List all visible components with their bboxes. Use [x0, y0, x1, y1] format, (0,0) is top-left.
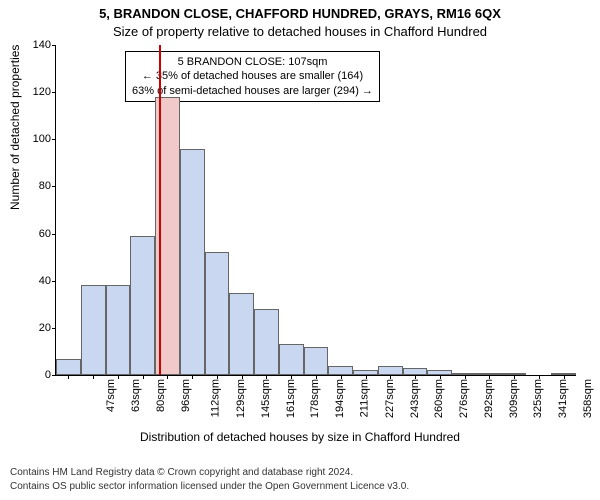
y-tick-label: 80 — [39, 180, 51, 192]
annotation-line-1: 5 BRANDON CLOSE: 107sqm — [132, 55, 373, 69]
chart-container: 5, BRANDON CLOSE, CHAFFORD HUNDRED, GRAY… — [0, 0, 600, 500]
x-tick-label: 129sqm — [235, 379, 247, 418]
annotation-box: 5 BRANDON CLOSE: 107sqm ← 35% of detache… — [125, 51, 380, 102]
x-tick-mark — [242, 375, 243, 379]
x-tick-label: 292sqm — [483, 379, 495, 418]
y-tick-mark — [52, 186, 56, 187]
x-tick-mark — [266, 375, 267, 379]
y-tick-mark — [52, 328, 56, 329]
x-axis-label: Distribution of detached houses by size … — [0, 430, 600, 444]
y-tick-mark — [52, 139, 56, 140]
x-tick-label: 145sqm — [260, 379, 272, 418]
histogram-bar — [229, 293, 254, 376]
x-tick-label: 178sqm — [310, 379, 322, 418]
x-tick-mark — [118, 375, 119, 379]
annotation-line-3: 63% of semi-detached houses are larger (… — [132, 84, 373, 98]
x-tick-mark — [217, 375, 218, 379]
x-tick-mark — [68, 375, 69, 379]
footnote-1: Contains HM Land Registry data © Crown c… — [10, 467, 353, 478]
x-tick-mark — [341, 375, 342, 379]
x-tick-mark — [192, 375, 193, 379]
x-tick-mark — [143, 375, 144, 379]
histogram-bar — [304, 347, 329, 375]
histogram-bar — [180, 149, 205, 375]
x-tick-label: 96sqm — [180, 379, 192, 412]
y-tick-mark — [52, 375, 56, 376]
y-tick-label: 20 — [39, 322, 51, 334]
y-tick-label: 40 — [39, 275, 51, 287]
y-tick-mark — [52, 92, 56, 93]
x-tick-label: 47sqm — [105, 379, 117, 412]
x-tick-mark — [440, 375, 441, 379]
x-tick-label: 309sqm — [508, 379, 520, 418]
x-tick-label: 211sqm — [358, 379, 370, 417]
x-tick-mark — [366, 375, 367, 379]
histogram-bar — [328, 366, 353, 375]
chart-title-sub: Size of property relative to detached ho… — [0, 24, 600, 39]
y-tick-label: 100 — [33, 133, 51, 145]
histogram-bar — [378, 366, 403, 375]
x-tick-mark — [415, 375, 416, 379]
property-marker-line — [159, 45, 161, 375]
x-tick-mark — [564, 375, 565, 379]
y-tick-mark — [52, 234, 56, 235]
histogram-bar — [254, 309, 279, 375]
y-tick-label: 60 — [39, 228, 51, 240]
x-tick-mark — [291, 375, 292, 379]
histogram-bar — [205, 252, 230, 375]
x-tick-mark — [539, 375, 540, 379]
y-tick-mark — [52, 45, 56, 46]
x-tick-label: 63sqm — [130, 379, 142, 412]
x-tick-label: 341sqm — [557, 379, 569, 418]
chart-title-main: 5, BRANDON CLOSE, CHAFFORD HUNDRED, GRAY… — [0, 6, 600, 21]
x-tick-label: 194sqm — [334, 379, 346, 418]
annotation-line-2: ← 35% of detached houses are smaller (16… — [132, 69, 373, 83]
histogram-bar — [106, 285, 131, 375]
y-axis-label: Number of detached properties — [8, 45, 22, 210]
y-tick-label: 120 — [33, 86, 51, 98]
x-tick-label: 161sqm — [285, 379, 297, 418]
x-tick-mark — [465, 375, 466, 379]
x-tick-mark — [167, 375, 168, 379]
x-tick-label: 227sqm — [384, 379, 396, 418]
x-tick-mark — [390, 375, 391, 379]
histogram-bar — [403, 368, 428, 375]
histogram-bar — [130, 236, 155, 375]
histogram-bar — [56, 359, 81, 376]
x-tick-label: 276sqm — [458, 379, 470, 418]
x-tick-label: 243sqm — [409, 379, 421, 418]
histogram-bar — [81, 285, 106, 375]
y-tick-label: 140 — [33, 39, 51, 51]
x-tick-mark — [514, 375, 515, 379]
x-tick-mark — [489, 375, 490, 379]
y-tick-label: 0 — [45, 369, 51, 381]
x-tick-label: 325sqm — [532, 379, 544, 418]
footnote-2: Contains OS public sector information li… — [10, 481, 409, 492]
x-tick-label: 80sqm — [155, 379, 167, 412]
x-tick-label: 358sqm — [582, 379, 594, 418]
x-tick-label: 260sqm — [433, 379, 445, 418]
x-tick-label: 112sqm — [210, 379, 222, 417]
x-tick-mark — [93, 375, 94, 379]
y-tick-mark — [52, 281, 56, 282]
histogram-bar — [279, 344, 304, 375]
x-tick-mark — [316, 375, 317, 379]
plot-area: 5 BRANDON CLOSE: 107sqm ← 35% of detache… — [55, 45, 576, 376]
